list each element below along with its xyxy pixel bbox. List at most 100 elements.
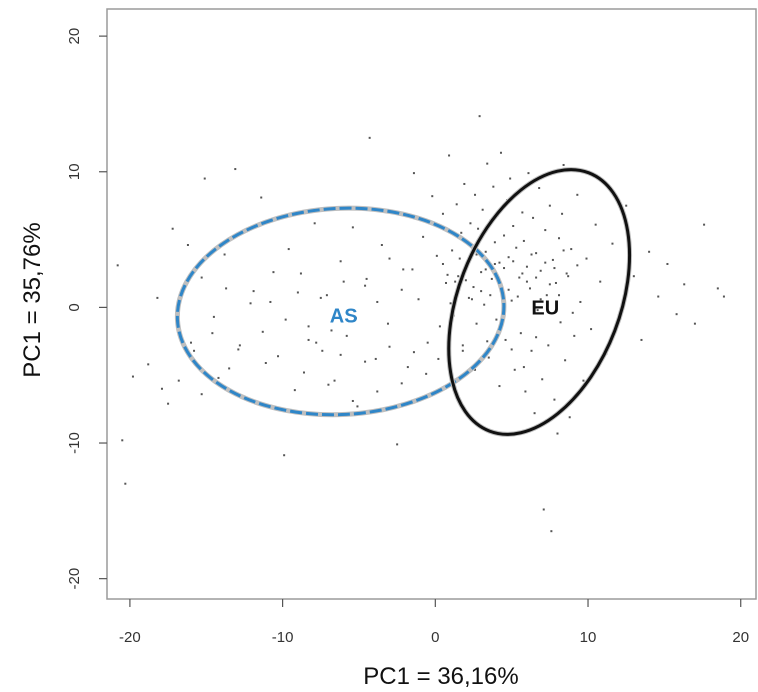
as-label: AS: [330, 306, 358, 328]
data-point: [486, 340, 489, 343]
data-point: [431, 195, 434, 198]
data-point: [131, 375, 134, 378]
data-point: [272, 271, 275, 274]
data-point: [478, 115, 481, 118]
data-point: [484, 250, 487, 253]
data-point: [507, 288, 510, 291]
data-point: [519, 332, 522, 335]
ellipses-layer: [174, 167, 633, 437]
data-point: [249, 302, 252, 305]
data-point: [625, 204, 628, 207]
data-point: [657, 295, 660, 298]
data-point: [330, 329, 333, 332]
data-point: [480, 290, 483, 293]
data-point: [307, 338, 310, 341]
data-point: [212, 315, 215, 318]
data-point: [474, 193, 477, 196]
data-point: [380, 244, 383, 246]
data-point: [293, 389, 296, 392]
data-point: [548, 283, 551, 286]
data-point: [327, 383, 330, 386]
data-point: [364, 360, 367, 363]
data-point: [544, 261, 547, 264]
data-point: [510, 299, 513, 302]
data-point: [406, 366, 409, 369]
data-point: [565, 272, 568, 275]
data-point: [156, 296, 159, 299]
data-point: [475, 322, 478, 325]
data-point: [467, 296, 470, 299]
data-point: [567, 275, 570, 278]
data-point: [435, 254, 438, 257]
data-point: [522, 366, 525, 369]
eu-ellipse: [447, 168, 632, 436]
y-axis: -20 -10 0 10 20: [66, 28, 107, 589]
data-point: [594, 223, 597, 226]
y-axis-title: PC1 = 35,76%: [19, 222, 46, 377]
data-point: [388, 345, 391, 348]
data-point: [365, 277, 368, 280]
data-point: [553, 398, 556, 401]
data-point: [525, 265, 528, 268]
data-point: [535, 276, 538, 279]
data-point: [386, 322, 389, 325]
data-point: [493, 262, 496, 265]
data-point: [461, 344, 464, 347]
data-point: [475, 253, 478, 256]
data-point: [484, 268, 487, 271]
data-point: [448, 154, 451, 157]
data-point: [351, 399, 354, 402]
x-tick-label: -20: [119, 629, 141, 646]
data-point: [470, 298, 473, 301]
data-point: [284, 318, 287, 321]
data-point: [200, 276, 203, 279]
x-tick-label: 0: [431, 629, 439, 646]
data-point: [486, 162, 489, 165]
data-point: [518, 276, 521, 279]
data-point: [568, 416, 571, 419]
data-point: [551, 258, 554, 261]
data-point: [451, 249, 454, 252]
data-point: [556, 432, 559, 435]
data-point: [524, 390, 527, 393]
data-point: [716, 287, 719, 290]
data-point: [302, 371, 305, 374]
data-point: [474, 368, 477, 371]
data-point: [333, 379, 336, 382]
data-point: [536, 309, 539, 312]
data-point: [261, 330, 264, 333]
data-point: [582, 379, 585, 382]
plot-frame: [106, 8, 757, 600]
data-point: [307, 325, 310, 328]
data-point: [189, 341, 192, 344]
data-point: [458, 257, 461, 260]
data-point: [252, 290, 255, 293]
data-point: [528, 287, 531, 290]
data-point: [512, 225, 515, 228]
x-tick-label: 20: [732, 629, 749, 646]
data-point: [477, 227, 480, 230]
data-point: [547, 344, 550, 347]
data-point: [703, 223, 706, 226]
data-point: [521, 272, 524, 275]
data-point: [504, 338, 507, 341]
data-point: [548, 204, 551, 207]
y-tick-label: 0: [66, 303, 83, 311]
data-point: [177, 379, 180, 382]
data-point: [550, 530, 553, 533]
data-point: [632, 275, 635, 278]
data-point: [449, 302, 452, 305]
data-point: [211, 332, 214, 335]
data-point: [480, 271, 483, 274]
data-point: [525, 280, 528, 283]
data-point: [321, 349, 324, 352]
data-point: [400, 288, 403, 291]
data-point: [493, 241, 496, 244]
data-point: [472, 286, 475, 289]
data-point: [457, 275, 460, 278]
data-point: [342, 280, 345, 283]
data-point: [535, 252, 538, 255]
data-point: [558, 237, 561, 240]
data-point: [186, 244, 189, 246]
data-point: [460, 231, 463, 234]
